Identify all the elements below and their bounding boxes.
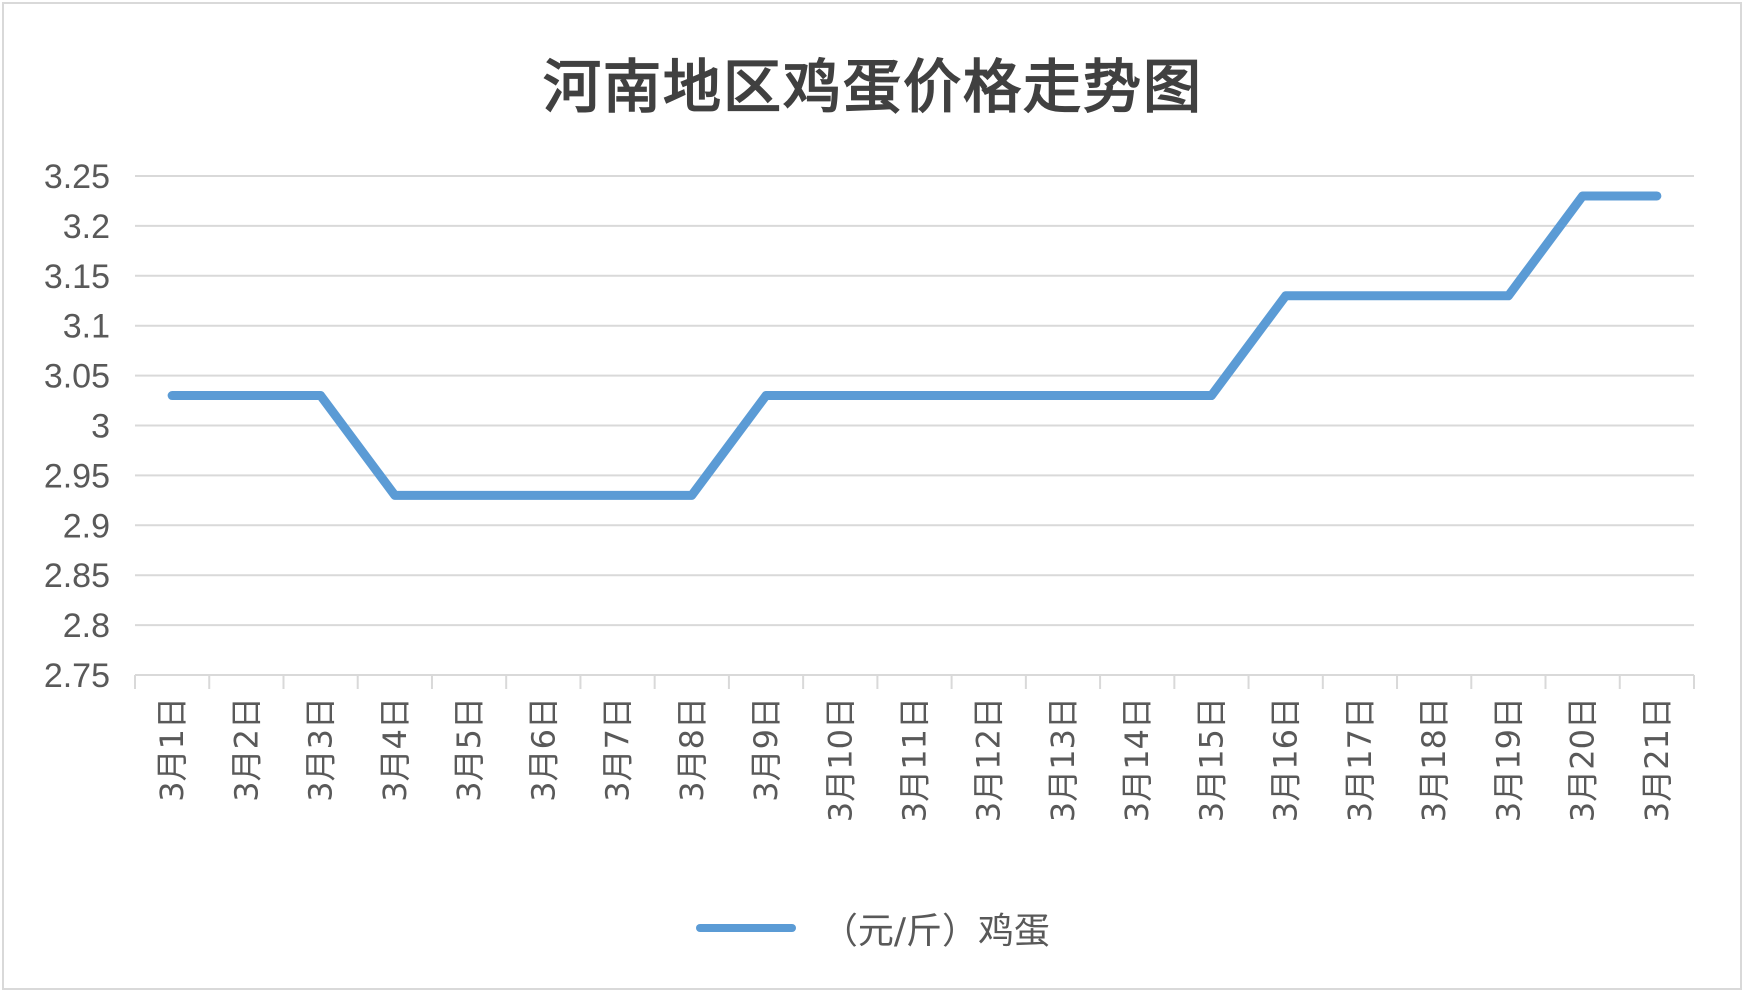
y-tick-label: 2.95 [44, 457, 110, 495]
y-tick-label: 2.9 [63, 507, 110, 545]
y-tick-label: 3.2 [63, 208, 110, 246]
x-tick-label: 3月11日 [896, 697, 934, 822]
x-axis [134, 674, 1695, 689]
chart-title: 河南地区鸡蛋价格走势图 [542, 53, 1203, 121]
y-tick-label: 2.8 [63, 607, 110, 645]
x-tick-label: 3月1日 [153, 697, 191, 802]
x-tick-label: 3月4日 [376, 697, 414, 802]
x-tick-label: 3月6日 [524, 697, 562, 802]
x-tick-label: 3月3日 [302, 697, 340, 802]
x-tick-label: 3月8日 [673, 697, 711, 802]
legend-label: （元/斤）鸡蛋 [821, 911, 1051, 952]
y-tick-label: 3.25 [44, 158, 110, 196]
x-tick-label: 3月13日 [1044, 697, 1082, 822]
y-tick-label: 3 [91, 408, 110, 446]
y-tick-label: 2.85 [44, 557, 110, 595]
gridlines [135, 175, 1694, 627]
x-tick-label: 3月9日 [747, 697, 785, 802]
x-tick-label: 3月2日 [227, 697, 265, 802]
x-tick-label: 3月17日 [1341, 697, 1379, 822]
x-tick-label: 3月18日 [1415, 697, 1453, 822]
y-tick-label: 3.1 [63, 308, 110, 346]
x-tick-label: 3月14日 [1118, 697, 1156, 822]
x-tick-label: 3月5日 [450, 697, 488, 802]
x-tick-label: 3月20日 [1564, 697, 1602, 822]
y-axis-ticks: 2.75 2.8 2.85 2.9 2.95 3 3.05 3.1 3.15 3.2 3.25 [44, 158, 110, 695]
x-tick-label: 3月15日 [1192, 697, 1230, 822]
y-tick-label: 3.15 [44, 258, 110, 296]
y-tick-label: 3.05 [44, 358, 110, 396]
x-axis-ticks: 3月1日 3月2日 3月3日 3月4日 3月5日 3月6日 3月7日 3月8日 3月9日 3月10… [153, 697, 1676, 822]
legend: （元/斤）鸡蛋 [0, 898, 1746, 958]
x-tick-label: 3月10日 [821, 697, 859, 822]
legend-swatch [695, 924, 796, 932]
y-tick-label: 2.75 [44, 657, 110, 695]
x-tick-label: 3月21日 [1638, 697, 1676, 822]
x-tick-label: 3月19日 [1489, 697, 1527, 822]
series-line [167, 191, 1662, 500]
series-lines [167, 191, 1662, 500]
x-tick-label: 3月16日 [1267, 697, 1305, 822]
x-tick-label: 3月12日 [970, 697, 1008, 822]
x-tick-label: 3月7日 [599, 697, 637, 802]
